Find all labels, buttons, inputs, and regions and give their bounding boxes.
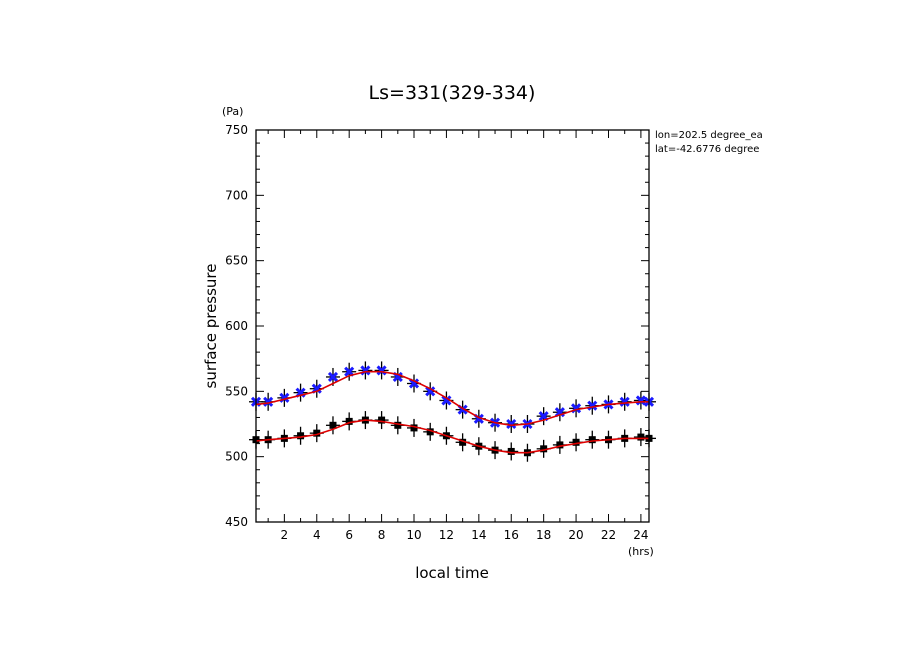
y-axis-label: surface pressure (202, 264, 220, 389)
y-tick-label: 500 (225, 450, 248, 464)
blue-x-point (619, 396, 630, 407)
black-square-point (459, 438, 467, 446)
x-tick-label: 10 (406, 528, 421, 542)
x-tick-label: 22 (601, 528, 616, 542)
y-tick-label: 550 (225, 384, 248, 398)
y-tick-label: 750 (225, 123, 248, 137)
black-square-point (426, 428, 434, 436)
black-square-point (588, 436, 596, 444)
black-square-point (637, 433, 645, 441)
blue-x-point (441, 395, 452, 406)
blue-x-point (263, 396, 274, 407)
x-tick-label: 12 (439, 528, 454, 542)
black-square-point (556, 441, 564, 449)
data-series (249, 361, 656, 462)
black-square-point (313, 429, 321, 437)
blue-x-point (376, 365, 387, 376)
x-tick-label: 8 (378, 528, 386, 542)
black-square-point (394, 421, 402, 429)
latitude-annotation: lat=-42.6776 degree (655, 144, 759, 155)
blue-x-point (506, 418, 517, 430)
y-tick-label: 650 (225, 254, 248, 268)
y-tick-label: 450 (225, 515, 248, 529)
fit-line (255, 419, 649, 454)
blue-x-point (635, 395, 646, 406)
axis-tick-labels: 2 4 6 8 10 12 14 16 18 20 22 2445050055060065070075… (225, 123, 648, 542)
x-tick-label: 20 (568, 528, 583, 542)
x-tick-label: 2 (281, 528, 289, 542)
blue-x-point (587, 400, 598, 411)
axis-ticks (256, 129, 649, 523)
black-square-point (540, 445, 548, 453)
x-tick-label: 24 (633, 528, 648, 542)
black-square-point (378, 416, 386, 424)
black-square-point (297, 432, 305, 440)
x-unit-label: (hrs) (628, 545, 654, 558)
blue-x-point (425, 386, 436, 397)
blue-x-point (554, 407, 565, 418)
fit-line (255, 370, 649, 427)
black-square-point (345, 417, 353, 425)
x-axis-label: local time (415, 564, 489, 582)
y-tick-label: 600 (225, 319, 248, 333)
x-tick-label: 14 (471, 528, 486, 542)
black-square-point (410, 424, 418, 432)
black-square-point (572, 438, 580, 446)
x-tick-label: 16 (504, 528, 519, 542)
blue-x-point (408, 378, 420, 389)
x-tick-label: 6 (345, 528, 353, 542)
blue-x-point (327, 371, 339, 383)
x-tick-label: 4 (313, 528, 321, 542)
longitude-annotation: lon=202.5 degree_ea (655, 130, 763, 141)
chart-title: Ls=331(329-334) (369, 82, 536, 104)
y-tick-label: 700 (225, 188, 248, 202)
black-square-point (329, 421, 337, 429)
plot-frame (255, 129, 650, 523)
y-unit-label: (Pa) (222, 105, 243, 118)
black-square-point (507, 447, 515, 455)
x-tick-label: 18 (536, 528, 551, 542)
